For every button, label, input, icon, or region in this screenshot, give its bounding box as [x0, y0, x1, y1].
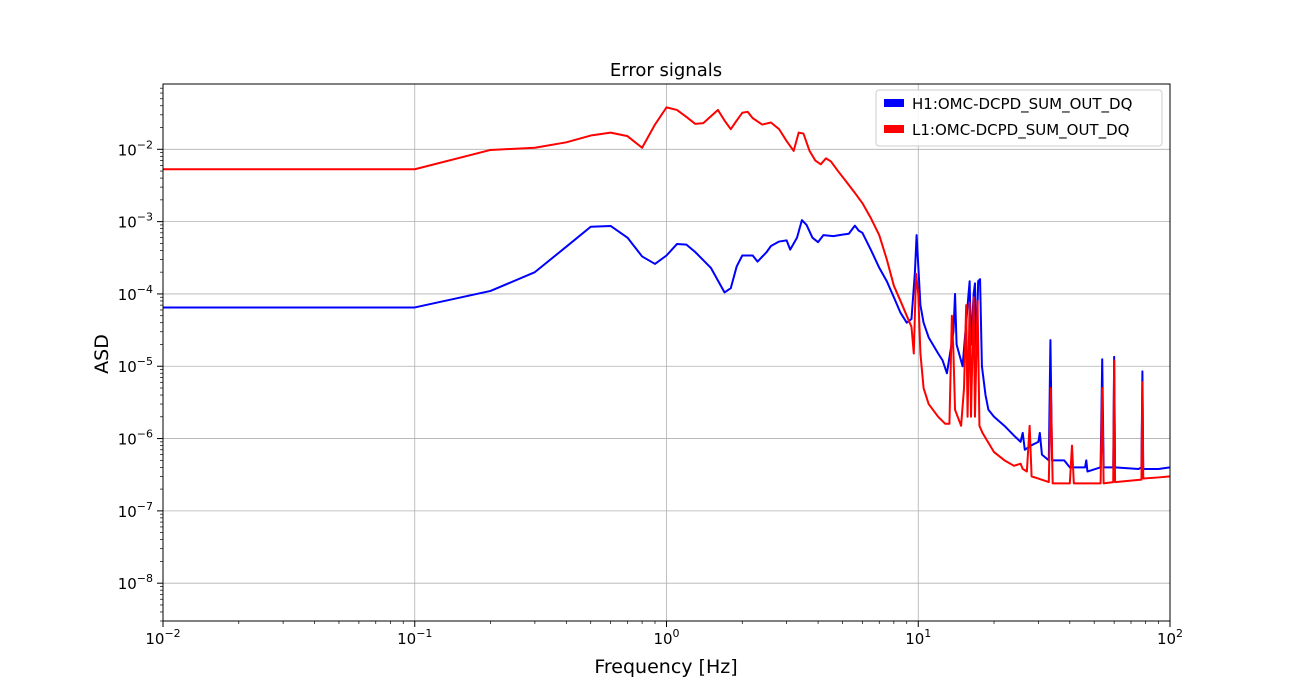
legend-label-h1: H1:OMC-DCPD_SUM_OUT_DQ	[912, 95, 1132, 114]
series-layer	[163, 106, 1170, 485]
x-tick-label: 101	[905, 627, 931, 648]
grid-layer	[163, 84, 1170, 621]
y-axis-label: ASD	[91, 334, 113, 374]
legend-box	[875, 89, 1163, 147]
series-line-h1	[163, 219, 1170, 473]
x-tick-label: 100	[653, 627, 679, 648]
legend-label-l1: L1:OMC-DCPD_SUM_OUT_DQ	[912, 121, 1129, 140]
chart-title: Error signals	[610, 60, 722, 81]
legend-swatch-l1	[884, 125, 904, 133]
x-tick-label: 102	[1157, 627, 1183, 648]
y-tick-label: 10−8	[118, 572, 153, 593]
x-axis-label: Frequency [Hz]	[594, 656, 737, 678]
x-tick-label: 10−1	[397, 627, 432, 648]
y-tick-label: 10−5	[118, 355, 153, 376]
y-tick-label: 10−3	[118, 211, 153, 232]
y-tick-label: 10−2	[118, 138, 153, 159]
series-line-l1	[163, 106, 1170, 485]
legend: H1:OMC-DCPD_SUM_OUT_DQ L1:OMC-DCPD_SUM_O…	[875, 89, 1163, 147]
legend-swatch-h1	[884, 99, 904, 107]
x-tick-labels: 10−2 10−1 100 101 102	[145, 627, 1183, 648]
y-tick-label: 10−7	[118, 500, 153, 521]
y-tick-labels: 10−8 10−7 10−6 10−5 10−4 10−3 10−2	[118, 138, 153, 593]
x-tick-label: 10−2	[145, 627, 180, 648]
y-tick-label: 10−4	[118, 283, 153, 304]
y-tick-label: 10−6	[118, 428, 153, 449]
major-tick-layer	[157, 148, 1171, 627]
